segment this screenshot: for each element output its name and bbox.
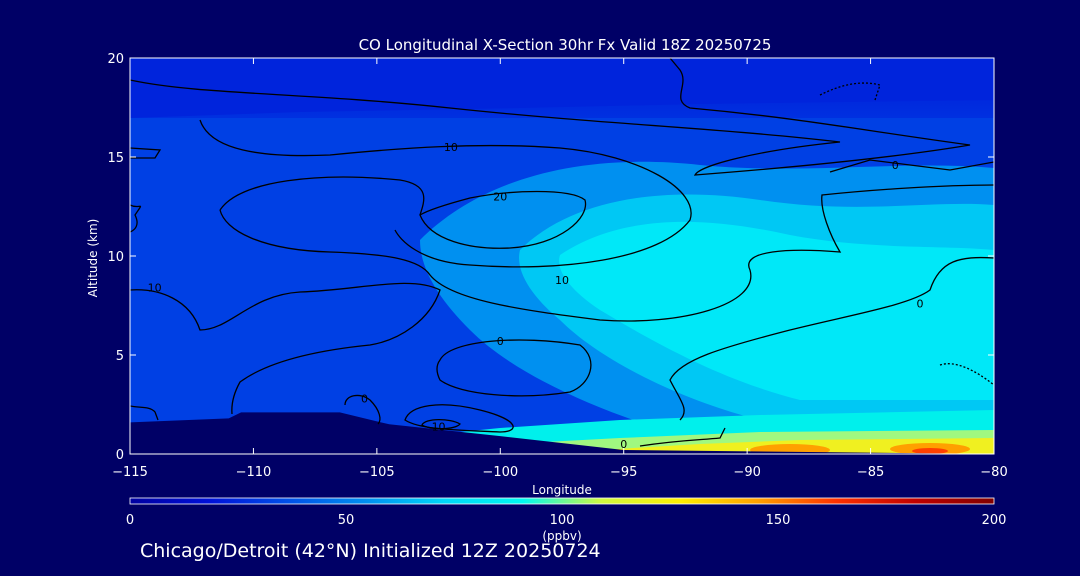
hotspot-2-core (912, 448, 948, 454)
colorbar (129, 497, 995, 505)
chart-title: CO Longitudinal X-Section 30hr Fx Valid … (359, 36, 772, 54)
contour-label: 10 (148, 282, 162, 295)
field-plume-inner (559, 221, 994, 400)
x-tick-label: −95 (610, 465, 637, 480)
contour-label: 0 (361, 393, 368, 406)
contour-line-0-upper-right (829, 159, 994, 173)
contour-line-left-low (130, 405, 159, 421)
contour-line-10-left (219, 176, 425, 216)
field-stratosphere (130, 58, 994, 118)
colorbar-tick-label: 150 (766, 513, 791, 528)
contour-line-10-low-inner (421, 418, 461, 430)
contour-line-left-edge (130, 204, 142, 233)
contour-label: 10 (555, 274, 569, 287)
terrain-mask (130, 412, 994, 454)
colorbar-label: (ppbv) (542, 529, 581, 543)
contour-line-0-right (669, 256, 994, 421)
y-axis-label: Altitude (km) (86, 219, 100, 298)
x-tick-label: −115 (112, 465, 148, 480)
contour-line-left-notch (130, 147, 162, 159)
y-tick-label: 20 (107, 52, 124, 67)
x-axis: −115 −110 −105 −100 −95 −90 −85 −80 (112, 58, 1008, 480)
x-tick-label: −100 (482, 465, 518, 480)
colorbar-tick-label: 100 (550, 513, 575, 528)
contour-line-10-right (219, 184, 994, 322)
x-tick-label: −80 (980, 465, 1007, 480)
y-axis: 0 5 10 15 20 (107, 52, 994, 463)
y-tick-label: 5 (116, 349, 124, 364)
contour-label: 0 (620, 438, 627, 451)
x-tick-label: −105 (359, 465, 395, 480)
contour-line-10-mid (130, 282, 441, 415)
contour-line-0-low (344, 394, 381, 425)
contour-label: 20 (493, 191, 507, 204)
footer-caption: Chicago/Detroit (42°N) Initialized 12Z 2… (140, 540, 601, 562)
colorbar-ticks: 0 50 100 150 200 (126, 513, 1007, 528)
contour-line-upper (130, 58, 971, 176)
contour-label: 0 (497, 335, 504, 348)
contour-line-0-bl (639, 427, 726, 447)
plot-field: 10 20 10 10 0 0 0 0 10 0 (130, 58, 994, 454)
contour-line-10-outer (199, 119, 692, 268)
x-tick-label: −110 (236, 465, 272, 480)
y-tick-label: 10 (107, 250, 124, 265)
x-tick-label: −85 (857, 465, 884, 480)
contour-lines (130, 58, 994, 447)
contour-label: 0 (892, 159, 899, 172)
contour-line-20 (419, 190, 587, 249)
x-tick-label: −90 (733, 465, 760, 480)
contour-label: 0 (916, 298, 923, 311)
contour-label: 10 (444, 141, 458, 154)
colorbar-tick-label: 200 (982, 513, 1007, 528)
y-tick-label: 0 (116, 448, 124, 463)
contour-label: 10 (432, 420, 446, 433)
hotspot-1 (750, 444, 830, 454)
y-tick-label: 15 (107, 151, 124, 166)
colorbar-tick-label: 50 (338, 513, 355, 528)
colorbar-tick-label: 0 (126, 513, 134, 528)
contour-line-0-mid (436, 339, 592, 397)
x-axis-label: Longitude (532, 483, 592, 497)
contour-labels: 10 20 10 10 0 0 0 0 10 0 (148, 141, 924, 451)
contour-line-dashed-right (939, 363, 994, 386)
